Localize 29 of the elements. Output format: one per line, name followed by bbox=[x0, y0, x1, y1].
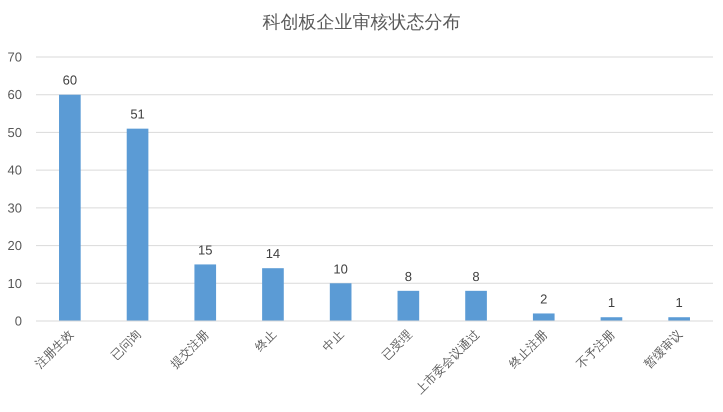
data-label: 8 bbox=[404, 268, 412, 284]
x-tick-label: 上市委会议通过 bbox=[412, 327, 482, 397]
data-label: 10 bbox=[333, 261, 348, 276]
y-tick-label: 50 bbox=[8, 124, 22, 140]
y-tick-label: 60 bbox=[8, 87, 22, 102]
x-tick-label: 终止 bbox=[252, 327, 280, 354]
data-label: 1 bbox=[608, 295, 616, 310]
data-label: 14 bbox=[266, 246, 280, 262]
y-tick-label: 0 bbox=[14, 314, 22, 328]
y-tick-label: 70 bbox=[8, 50, 22, 64]
data-label: 15 bbox=[198, 242, 212, 258]
data-label: 51 bbox=[130, 106, 145, 122]
x-tick-label: 注册生效 bbox=[32, 327, 76, 372]
x-tick-label: 已受理 bbox=[379, 327, 414, 363]
x-tick-label: 暂缓审议 bbox=[641, 327, 686, 372]
x-tick-label: 提交注册 bbox=[168, 327, 212, 372]
data-label: 1 bbox=[676, 295, 683, 310]
x-tick-label: 中止 bbox=[320, 327, 347, 354]
data-label: 8 bbox=[472, 268, 480, 284]
data-label: 2 bbox=[540, 291, 548, 306]
x-tick-label: 不予注册 bbox=[574, 327, 618, 372]
y-tick-label: 10 bbox=[8, 276, 22, 291]
x-tick-label: 终止注册 bbox=[506, 327, 550, 372]
y-tick-label: 30 bbox=[8, 200, 22, 216]
x-tick-label: 已问询 bbox=[108, 327, 144, 363]
y-tick-label: 40 bbox=[8, 162, 22, 178]
chart-title: 科创板企业审核状态分布 bbox=[262, 12, 460, 32]
data-label: 60 bbox=[62, 72, 78, 88]
y-tick-label: 20 bbox=[8, 238, 22, 254]
